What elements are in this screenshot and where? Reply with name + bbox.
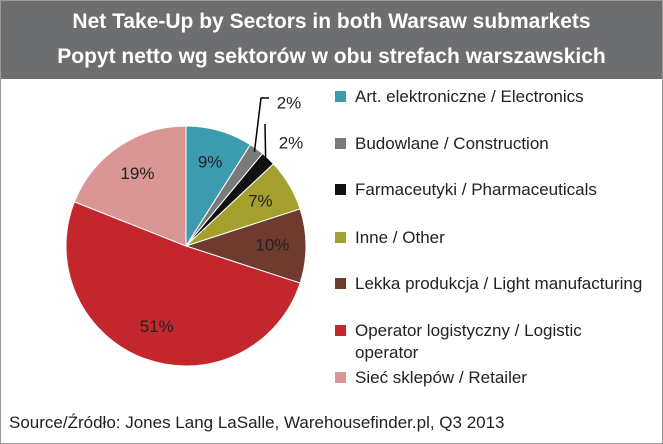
legend-label: Operator logistyczny / Logistic operator — [355, 321, 582, 362]
legend-label: Art. elektroniczne / Electronics — [355, 87, 584, 106]
pie-slice — [184, 208, 307, 284]
legend-swatch — [335, 372, 346, 383]
data-label: 2% — [279, 133, 304, 152]
pie-slice — [65, 201, 301, 367]
legend-swatch — [335, 184, 346, 195]
legend-label: Sieć sklepów / Retailer — [355, 368, 527, 387]
pie-slice — [73, 125, 187, 247]
legend-swatch — [335, 91, 346, 102]
legend-swatch — [335, 325, 346, 336]
legend-label: Budowlane / Construction — [355, 134, 549, 153]
legend-label: Lekka produkcja / Light manufacturing — [355, 274, 643, 293]
leader-line — [264, 123, 267, 162]
data-label: 2% — [277, 93, 302, 112]
data-label: 7% — [248, 192, 273, 211]
data-label: 19% — [120, 164, 154, 183]
legend-label: Farmaceutyki / Pharmaceuticals — [355, 180, 597, 199]
data-label: 51% — [140, 317, 174, 336]
legend-swatch — [335, 278, 346, 289]
leader-line — [253, 97, 269, 152]
legend-label: Inne / Other — [355, 228, 445, 247]
chart-title: Net Take-Up by Sectors in both Warsaw su… — [72, 10, 591, 33]
data-label: 10% — [255, 235, 289, 254]
chart-subtitle: Popyt netto wg sektorów w obu strefach w… — [57, 45, 606, 68]
data-label: 9% — [198, 153, 223, 172]
legend-swatch — [335, 138, 346, 149]
title-bar: Net Take-Up by Sectors in both Warsaw su… — [1, 1, 662, 79]
source-note: Source/Źródło: Jones Lang LaSalle, Wareh… — [9, 413, 505, 432]
legend-swatch — [335, 232, 346, 243]
